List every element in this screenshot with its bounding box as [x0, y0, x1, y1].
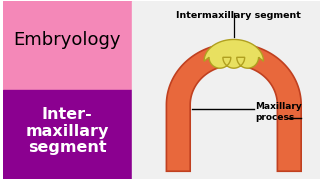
Text: Inter-
maxillary
segment: Inter- maxillary segment: [26, 107, 109, 155]
Text: Intermaxillary segment: Intermaxillary segment: [176, 11, 301, 20]
Bar: [3, 1, 132, 90]
PathPatch shape: [204, 39, 263, 68]
Bar: [3, 90, 132, 179]
Text: Embryology: Embryology: [13, 31, 121, 49]
Text: Maxillary
process: Maxillary process: [256, 102, 302, 122]
PathPatch shape: [166, 43, 301, 171]
Bar: [132, 1, 320, 179]
